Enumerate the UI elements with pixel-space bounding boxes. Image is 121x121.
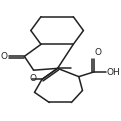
- Text: O: O: [29, 74, 36, 83]
- Text: O: O: [95, 48, 102, 57]
- Text: OH: OH: [106, 68, 120, 77]
- Text: O: O: [1, 52, 8, 61]
